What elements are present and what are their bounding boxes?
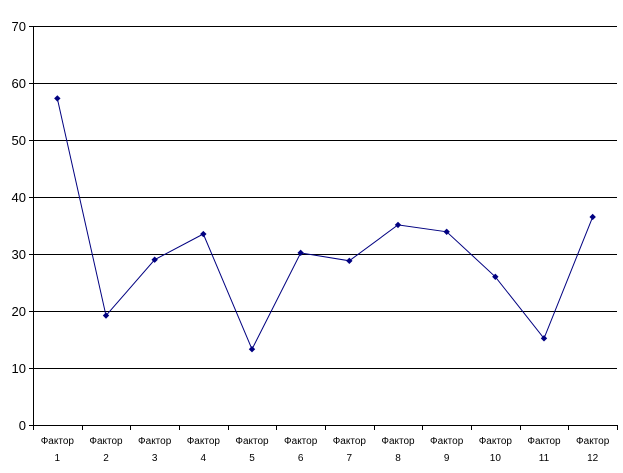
data-point xyxy=(394,221,402,229)
x-tick-label: Фактор xyxy=(479,436,513,447)
data-point xyxy=(297,249,304,257)
data-point xyxy=(151,256,158,263)
x-tick-label: 7 xyxy=(347,453,353,464)
x-tick-labels: Фактор 1 Фактор 2 Фактор 3 Фактор 4 Фактор 5 Факто… xyxy=(41,436,610,464)
x-tick-label: 6 xyxy=(298,453,304,464)
x-tick-label: Фактор xyxy=(381,436,415,447)
y-tick-label: 30 xyxy=(12,247,26,262)
x-tick-label: 10 xyxy=(490,453,502,464)
x-tick-label: Фактор xyxy=(430,436,464,447)
x-tick-label: 3 xyxy=(152,453,158,464)
y-tick-label: 50 xyxy=(12,133,26,148)
x-tick-label: Фактор xyxy=(138,436,172,447)
x-tick-label: 11 xyxy=(539,453,550,464)
x-tick-label: Фактор xyxy=(284,436,318,447)
y-tick-label: 20 xyxy=(12,304,26,319)
x-tick-label: 12 xyxy=(587,453,599,464)
x-tick-label: Фактор xyxy=(89,436,123,447)
x-tick-label: Фактор xyxy=(333,436,367,447)
x-tick-label: Фактор xyxy=(41,436,75,447)
gridlines xyxy=(33,26,617,369)
data-point xyxy=(54,95,61,102)
y-tick-label: 10 xyxy=(12,361,26,376)
x-tick-label: 5 xyxy=(249,453,255,464)
series-1 xyxy=(54,95,596,353)
x-tick-label: 1 xyxy=(55,453,61,464)
x-tick-label: 8 xyxy=(395,453,401,464)
x-tick-label: Фактор xyxy=(187,436,221,447)
data-point xyxy=(102,312,110,319)
y-tick-label: 60 xyxy=(12,76,26,91)
data-point xyxy=(248,345,256,353)
x-tick-label: 4 xyxy=(201,453,207,464)
data-point xyxy=(200,230,207,238)
x-tick-label: Фактор xyxy=(576,436,610,447)
y-tick-label: 0 xyxy=(19,418,26,433)
data-point xyxy=(540,335,548,342)
data-point xyxy=(492,273,499,280)
data-point xyxy=(589,213,596,221)
x-tick-label: Фактор xyxy=(235,436,269,447)
y-tick-label: 70 xyxy=(12,19,26,34)
x-tick-label: 2 xyxy=(103,453,109,464)
x-tick-label: Фактор xyxy=(527,436,561,447)
data-point xyxy=(443,228,450,235)
axes xyxy=(29,26,618,430)
data-point xyxy=(346,257,353,265)
x-tick-label: 9 xyxy=(444,453,450,464)
y-tick-label: 40 xyxy=(12,190,26,205)
series-line xyxy=(56,98,594,351)
y-tick-labels: 0 10 20 30 40 50 60 70 xyxy=(12,19,26,433)
